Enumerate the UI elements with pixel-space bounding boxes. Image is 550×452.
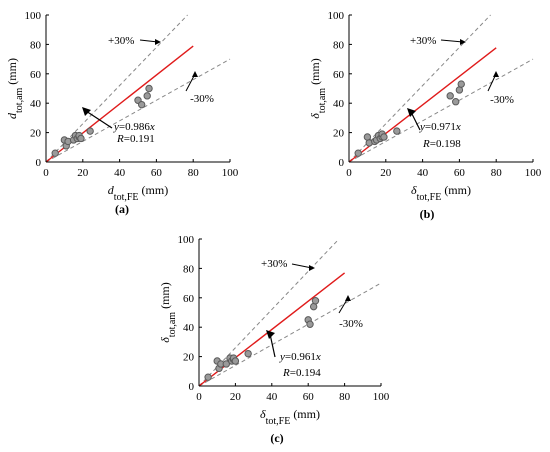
y-axis-label: δtot,am (mm) [158,282,178,343]
lower-30-band-line [348,58,534,163]
upper-band-pointer [291,263,313,269]
x-tick-label: 60 [454,167,466,179]
lower-band-label: -30% [490,94,514,106]
x-tick-label: 100 [525,167,542,179]
y-tick-label: 0 [339,157,345,169]
correlation-value: R=0.198 [422,138,461,150]
data-point [143,92,151,100]
x-tick-label: 40 [266,391,278,403]
x-axis-label: dtot,FE (mm) [108,183,168,203]
upper-30-band-line [45,14,188,163]
x-axis-label: δtot,FE (mm) [260,407,320,427]
fit-pointer [269,333,276,358]
y-tick-label: 80 [183,263,195,275]
y-tick-label: 0 [36,157,42,169]
y-tick-label: 80 [333,39,345,51]
fit-equation: y=0.971x [419,121,461,133]
data-point [145,84,153,93]
y-tick-label: 40 [183,322,195,334]
y-axis-label: δtot,am (mm) [308,58,328,119]
lower-band-label: -30% [190,93,214,105]
fit-equation: y=0.961x [279,351,321,363]
x-tick-label: 60 [151,167,163,179]
data-point [380,133,388,141]
data-point [446,92,454,100]
panel-label: (b) [420,207,435,221]
chart-panel-2: 0 20 40 60 80 100 0 20 40 60 80 100 δtot,FE (mm) δtot… [308,10,542,221]
y-tick-label: 0 [189,381,195,393]
upper-30-band-line [348,14,491,163]
y-tick-label: 40 [30,98,42,110]
data-point [222,360,231,368]
data-point [204,373,212,381]
x-tick-label: 20 [380,167,392,179]
x-axis-label: δtot,FE (mm) [411,183,471,203]
data-point [77,134,85,143]
y-tick-label: 20 [30,128,42,140]
data-point [306,320,314,328]
upper-band-label: +30% [108,35,134,47]
panel-label: (a) [115,202,129,216]
upper-band-label: +30% [261,258,287,270]
x-tick-label: 0 [196,391,202,403]
lower-band-label: -30% [339,318,363,330]
data-point [137,100,146,109]
fit-line [198,272,346,387]
y-tick-label: 40 [333,98,345,110]
fit-arrowhead [82,107,91,116]
data-point [311,297,320,305]
fit-arrowhead [407,108,416,117]
x-tick-label: 60 [303,391,315,403]
data-point [51,149,59,157]
x-tick-label: 80 [188,167,200,179]
data-point [354,149,362,157]
x-tick-label: 40 [114,167,126,179]
x-tick-label: 100 [222,167,239,179]
upper-band-arrowhead [309,265,315,271]
lower-band-arrowhead [493,71,499,77]
data-point [86,127,94,135]
fit-arrowhead [266,330,275,339]
x-tick-label: 0 [43,167,49,179]
y-tick-label: 100 [178,234,195,246]
upper-band-arrowhead [460,39,466,45]
upper-band-pointer [440,39,464,43]
upper-band-arrowhead [155,39,161,45]
x-tick-label: 100 [373,391,390,403]
data-point [452,98,460,106]
fit-equation: y=0.986x [113,121,155,133]
lower-30-band-line [45,58,231,163]
x-tick-label: 40 [417,167,429,179]
upper-band-label: +30% [410,35,436,47]
data-point [457,80,465,88]
y-tick-label: 100 [25,10,42,22]
lower-band-arrowhead [192,71,198,77]
data-point [244,349,252,358]
y-tick-label: 60 [183,293,195,305]
y-tick-label: 60 [30,69,42,81]
correlation-value: R=0.194 [282,367,321,379]
chart-panel-3: 0 20 40 60 80 100 0 20 40 60 80 100 δtot,FE (mm) δtot… [158,234,390,445]
x-tick-label: 80 [491,167,503,179]
chart-panel-1: 0 20 40 60 80 100 0 20 40 60 80 100 dtot,FE (mm) dtot… [5,10,239,216]
x-tick-label: 20 [77,167,89,179]
x-tick-label: 80 [339,391,351,403]
data-point [231,357,240,365]
x-tick-label: 0 [346,167,352,179]
y-tick-label: 60 [333,69,345,81]
y-axis-label: dtot,am (mm) [5,58,25,119]
lower-band-arrowhead [345,295,351,301]
upper-30-band-line [198,238,340,387]
data-point [393,127,401,135]
y-tick-label: 20 [183,352,195,364]
y-tick-label: 100 [328,10,345,22]
fit-pointer [410,111,421,131]
panel-label: (c) [270,431,283,445]
y-tick-label: 20 [333,128,345,140]
correlation-value: R=0.191 [116,133,155,145]
x-tick-label: 20 [230,391,242,403]
fit-pointer [85,110,113,129]
y-tick-label: 80 [30,39,42,51]
